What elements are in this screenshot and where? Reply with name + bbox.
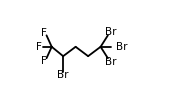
Text: Br: Br — [105, 57, 116, 67]
Text: F: F — [41, 28, 47, 38]
Text: F: F — [36, 42, 42, 52]
Text: F: F — [41, 56, 47, 66]
Text: Br: Br — [116, 42, 128, 52]
Text: Br: Br — [57, 70, 69, 80]
Text: Br: Br — [105, 27, 116, 37]
